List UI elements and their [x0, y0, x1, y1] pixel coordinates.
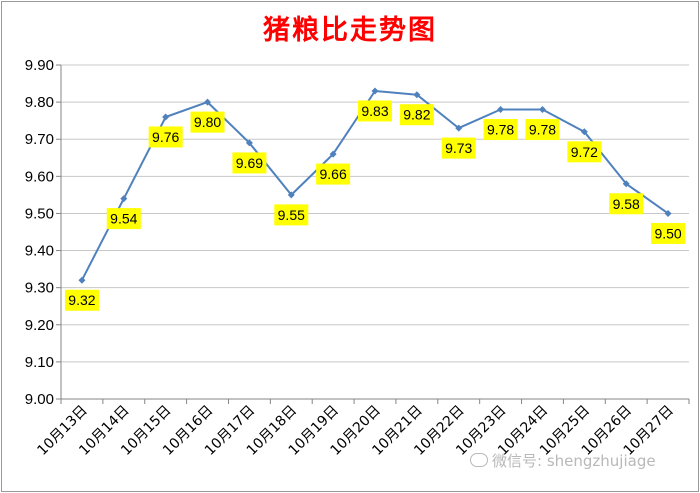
y-tick-labels: 9.00 9.10 9.20 9.30 9.40 9.50 9.60 9.70 9.80 9.90	[25, 57, 54, 408]
svg-text:9.58: 9.58	[613, 196, 640, 212]
x-tick-labels: 10月13日10月14日10月15日10月16日10月17日10月18日10月1…	[34, 403, 676, 459]
y-tick-label: 9.50	[25, 205, 54, 222]
data-label: 9.72	[567, 141, 602, 163]
data-point	[622, 180, 630, 188]
svg-text:9.82: 9.82	[403, 107, 430, 123]
y-tick-label: 9.40	[25, 243, 54, 260]
data-point	[413, 91, 421, 99]
data-label: 9.50	[651, 222, 686, 244]
data-point	[371, 87, 379, 95]
data-point	[455, 124, 463, 132]
data-label: 9.55	[274, 204, 309, 226]
data-point	[120, 195, 128, 203]
data-label: 9.78	[483, 119, 518, 141]
data-label: 9.82	[399, 104, 434, 126]
y-tick-label: 9.20	[25, 317, 54, 334]
data-label: 9.78	[525, 119, 560, 141]
watermark-text: 微信号: shengzhujiage	[492, 452, 656, 470]
svg-text:9.78: 9.78	[529, 122, 556, 138]
data-label: 9.66	[316, 163, 351, 185]
y-tick-label: 9.80	[25, 94, 54, 111]
y-tick-label: 9.10	[25, 354, 54, 371]
svg-text:9.73: 9.73	[445, 140, 472, 156]
svg-text:9.55: 9.55	[278, 207, 305, 223]
y-tick-label: 9.90	[25, 57, 54, 74]
y-tick-label: 9.70	[25, 131, 54, 148]
svg-text:9.32: 9.32	[68, 292, 95, 308]
svg-text:9.50: 9.50	[654, 225, 681, 241]
svg-text:9.69: 9.69	[236, 155, 263, 171]
data-label: 9.54	[106, 208, 141, 230]
data-point	[204, 98, 212, 106]
data-label: 9.32	[64, 289, 99, 311]
svg-text:9.66: 9.66	[320, 166, 347, 182]
data-label: 9.83	[358, 100, 392, 122]
data-point	[78, 276, 86, 284]
watermark: 微信号: shengzhujiage	[470, 450, 656, 471]
data-point	[287, 191, 295, 199]
data-labels: 9.32 9.54 9.76 9.80 9.69 9.55 9.66 9.83 9.82 9.73…	[64, 100, 686, 311]
wechat-icon	[470, 453, 488, 467]
y-tick-label: 9.30	[25, 280, 54, 297]
data-label: 9.80	[190, 111, 225, 133]
data-point	[664, 209, 672, 217]
data-point	[245, 139, 253, 147]
chart-title: 猪粮比走势图	[263, 15, 437, 46]
data-point	[580, 128, 588, 136]
svg-text:9.76: 9.76	[152, 129, 179, 145]
data-label: 9.58	[609, 193, 644, 215]
y-tick-label: 9.60	[25, 168, 54, 185]
svg-text:9.72: 9.72	[571, 144, 598, 160]
data-point	[329, 150, 337, 158]
data-point	[497, 106, 505, 114]
svg-text:9.80: 9.80	[194, 114, 221, 130]
data-point	[538, 106, 546, 114]
svg-text:9.54: 9.54	[110, 211, 137, 227]
data-points	[78, 87, 672, 284]
data-label: 9.73	[441, 137, 476, 159]
grid-lines	[61, 64, 689, 400]
axes	[56, 64, 690, 404]
data-label: 9.76	[148, 126, 183, 148]
data-point	[162, 113, 170, 121]
svg-text:9.78: 9.78	[487, 122, 514, 138]
data-label: 9.69	[232, 152, 267, 174]
svg-text:9.83: 9.83	[361, 103, 388, 119]
y-tick-label: 9.00	[25, 391, 54, 408]
